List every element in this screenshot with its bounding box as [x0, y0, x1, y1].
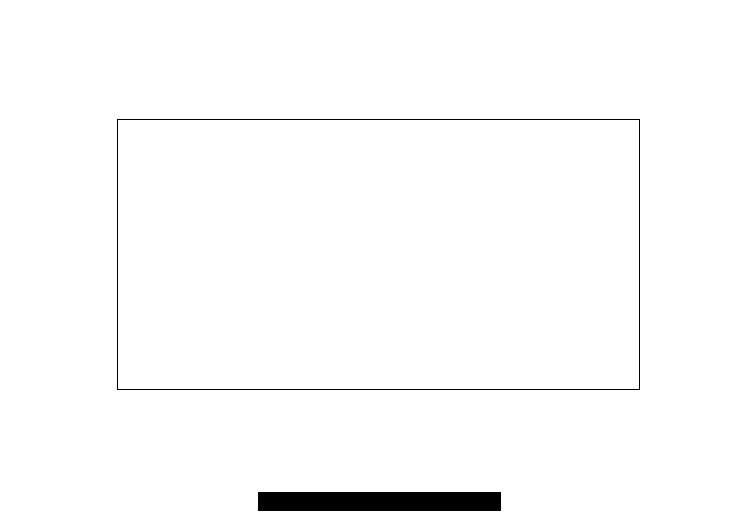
contour-field: [118, 120, 639, 389]
colorbar: [258, 492, 501, 511]
contour-plot-area: [117, 119, 640, 390]
colorbar-labels: [258, 513, 501, 531]
